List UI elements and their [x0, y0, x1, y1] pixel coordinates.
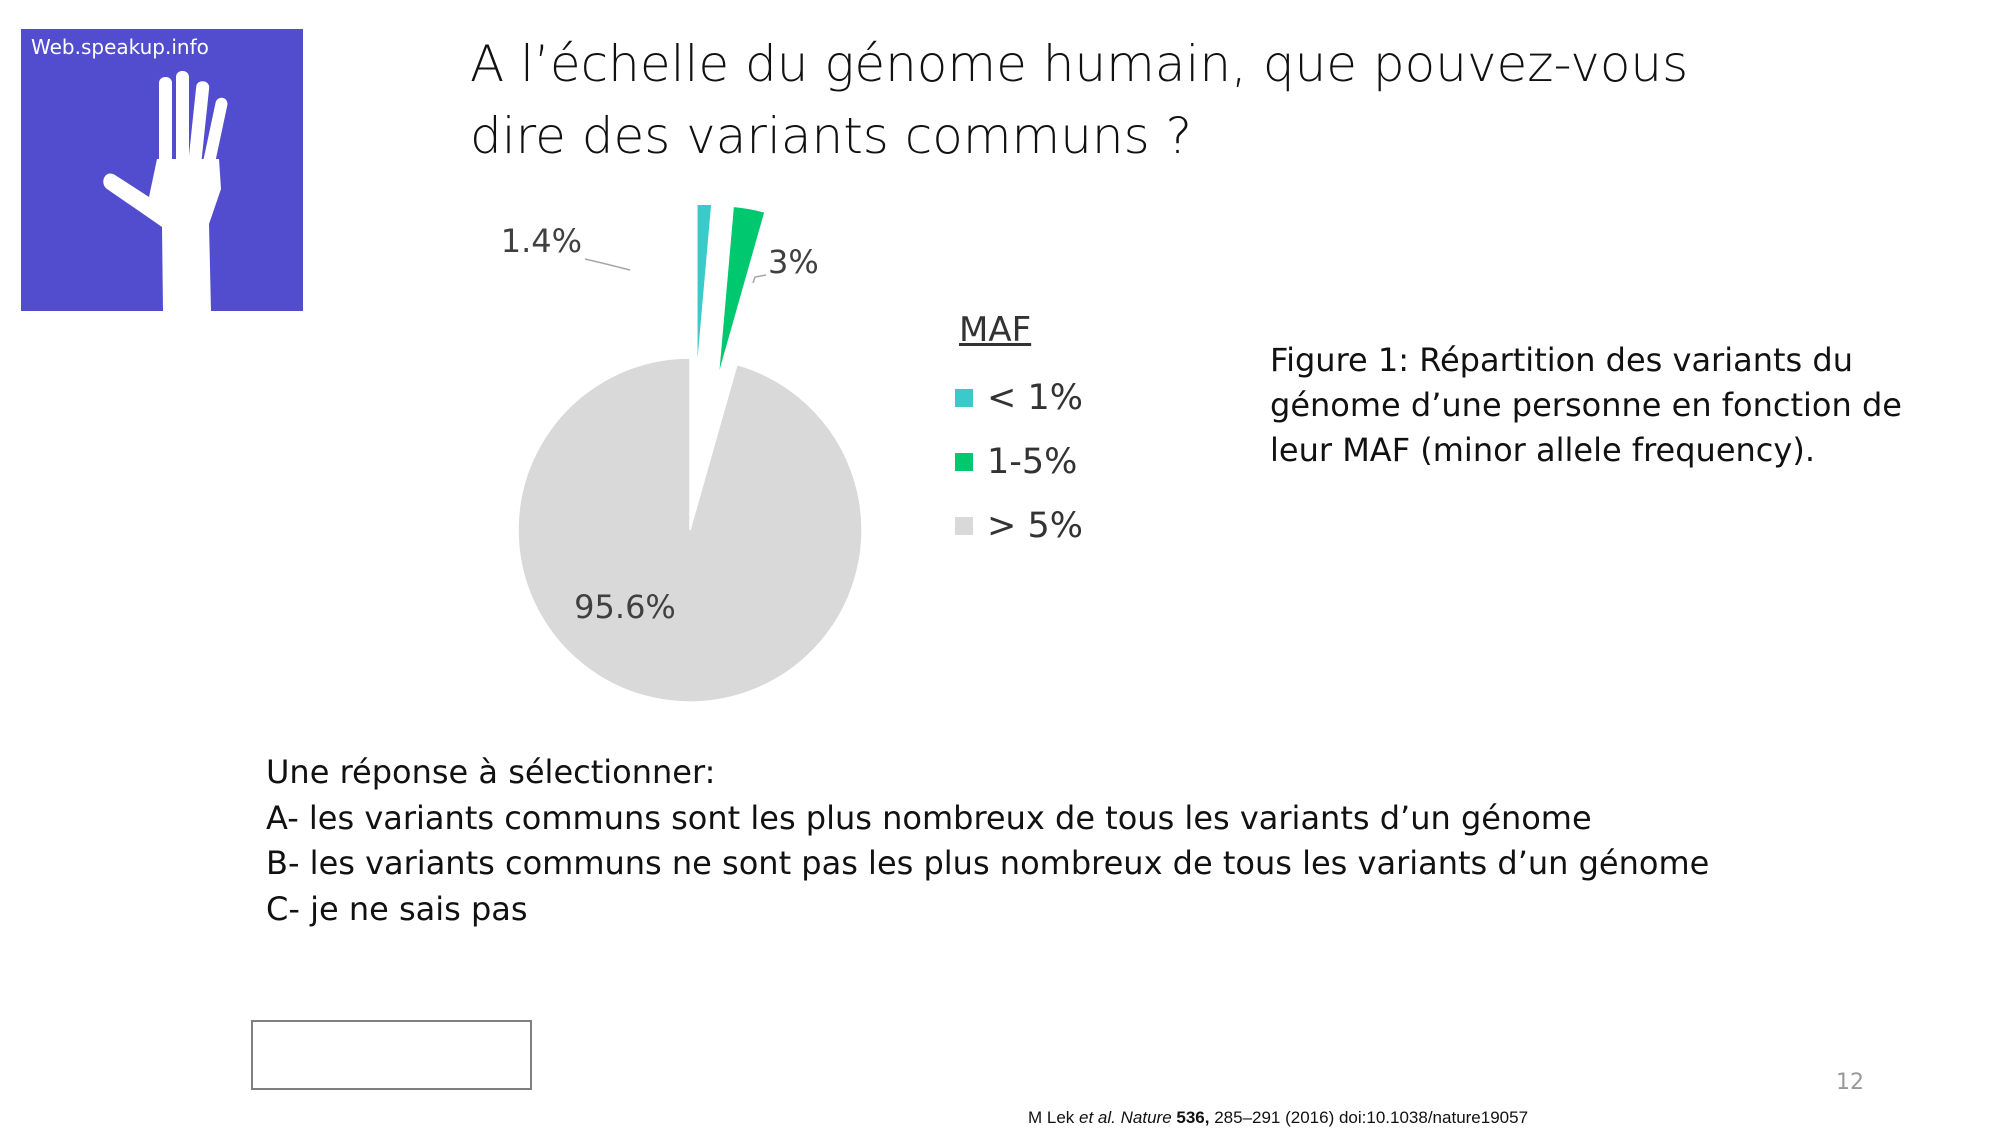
figure-caption: Figure 1: Répartition des variants du gé… — [1270, 341, 1902, 469]
legend-swatch-lt1 — [955, 389, 973, 407]
data-label-slice-gt5: 95.6% — [574, 588, 676, 626]
legend-label-lt1: < 1% — [987, 378, 1083, 418]
reference-author: M Lek — [1028, 1108, 1080, 1127]
slice-lt1 — [696, 205, 713, 376]
legend-label-1to5: 1-5% — [987, 442, 1078, 482]
answer-option-b: B- les variants communs ne sont pas les … — [266, 844, 1710, 882]
legend-item-gt5: > 5% — [955, 494, 1083, 558]
answer-box[interactable] — [251, 1020, 532, 1090]
data-label-slice-lt1: 1.4% — [501, 222, 582, 260]
slice-1to5 — [717, 205, 766, 378]
slide-number: 12 — [1836, 1070, 1864, 1095]
legend-label-gt5: > 5% — [987, 506, 1083, 546]
answer-option-c: C- je ne sais pas — [266, 889, 528, 928]
legend-item-lt1: < 1% — [955, 366, 1083, 430]
speakup-logo: Web.speakup.info — [21, 29, 303, 311]
leader-line-slice-1to5 — [752, 274, 767, 284]
data-label-slice-1to5: 3% — [768, 243, 819, 281]
reference-volume: 536, — [1176, 1108, 1210, 1127]
legend-swatch-1to5 — [955, 453, 973, 471]
logo-text: Web.speakup.info — [31, 35, 209, 59]
legend-title: MAF — [959, 310, 1032, 350]
reference-rest: 285–291 (2016) doi:10.1038/nature19057 — [1209, 1108, 1529, 1127]
slice-gt5 — [517, 357, 863, 703]
legend-item-1to5: 1-5% — [955, 430, 1083, 494]
question-block: Une réponse à sélectionner: A- les varia… — [266, 750, 1966, 932]
reference-journal: Nature — [1120, 1108, 1172, 1127]
question-prompt: Une réponse à sélectionner: — [266, 753, 716, 791]
answer-option-a: A- les variants communs sont les plus no… — [266, 798, 1592, 837]
raised-hand-icon — [103, 71, 228, 311]
leader-line-slice-lt1 — [584, 258, 631, 271]
reference-etal: et al. — [1079, 1108, 1116, 1127]
pie-chart: 1.4% 3% 95.6% — [501, 205, 863, 703]
reference-citation: M Lek et al. Nature 536, 285–291 (2016) … — [1028, 1107, 1528, 1129]
chart-legend: MAF < 1% 1-5% > 5% — [955, 310, 1083, 558]
slide-title: A l’échelle du génome humain, que pouvez… — [470, 35, 1689, 165]
legend-swatch-gt5 — [955, 517, 973, 535]
